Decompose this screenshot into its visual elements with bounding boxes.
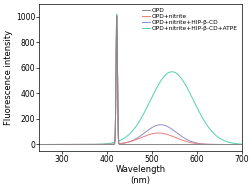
- OPD+nitrite: [172, 136, 175, 138]
- OPD: [75, 143, 78, 146]
- OPD+nitrite+HIP-β-CD+ATPE: [161, 76, 164, 78]
- OPD: [116, 139, 119, 141]
- OPD+nitrite: [75, 143, 78, 146]
- OPD+nitrite+HIP-β-CD: [172, 129, 175, 132]
- OPD+nitrite+HIP-β-CD+ATPE: [75, 143, 78, 146]
- OPD+nitrite: [116, 138, 119, 140]
- OPD+nitrite: [243, 143, 246, 146]
- OPD+nitrite+HIP-β-CD: [38, 143, 41, 146]
- OPD+nitrite: [115, 15, 118, 17]
- OPD: [191, 143, 194, 146]
- X-axis label: Wavelength
(nm): Wavelength (nm): [115, 165, 165, 185]
- OPD+nitrite: [191, 142, 194, 144]
- Y-axis label: Fluorescence intensity: Fluorescence intensity: [4, 30, 13, 125]
- OPD+nitrite+HIP-β-CD+ATPE: [115, 13, 118, 15]
- OPD+nitrite+HIP-β-CD+ATPE: [38, 143, 41, 146]
- OPD: [38, 143, 41, 146]
- Line: OPD+nitrite: OPD+nitrite: [39, 16, 245, 145]
- OPD+nitrite+HIP-β-CD+ATPE: [191, 100, 194, 102]
- Line: OPD+nitrite+HIP-β-CD+ATPE: OPD+nitrite+HIP-β-CD+ATPE: [39, 14, 245, 145]
- OPD: [172, 143, 175, 146]
- OPD+nitrite+HIP-β-CD: [115, 15, 118, 17]
- OPD+nitrite+HIP-β-CD: [161, 124, 164, 126]
- OPD+nitrite+HIP-β-CD+ATPE: [243, 143, 246, 145]
- OPD+nitrite: [207, 143, 210, 146]
- OPD+nitrite+HIP-β-CD+ATPE: [172, 71, 175, 73]
- Legend: OPD, OPD+nitrite, OPD+nitrite+HIP-β-CD, OPD+nitrite+HIP-β-CD+ATPE: OPD, OPD+nitrite, OPD+nitrite+HIP-β-CD, …: [140, 7, 238, 31]
- OPD: [115, 15, 118, 17]
- OPD+nitrite: [38, 143, 41, 146]
- OPD+nitrite+HIP-β-CD: [243, 143, 246, 146]
- OPD+nitrite+HIP-β-CD: [191, 141, 194, 143]
- Line: OPD: OPD: [39, 16, 245, 145]
- OPD: [243, 143, 246, 146]
- OPD: [161, 143, 164, 146]
- OPD+nitrite: [161, 132, 164, 135]
- OPD+nitrite+HIP-β-CD+ATPE: [116, 135, 119, 138]
- OPD+nitrite+HIP-β-CD+ATPE: [207, 127, 210, 129]
- OPD+nitrite+HIP-β-CD: [207, 143, 210, 146]
- OPD: [207, 143, 210, 146]
- OPD+nitrite+HIP-β-CD: [116, 138, 119, 140]
- OPD+nitrite+HIP-β-CD: [75, 143, 78, 146]
- Line: OPD+nitrite+HIP-β-CD: OPD+nitrite+HIP-β-CD: [39, 16, 245, 145]
